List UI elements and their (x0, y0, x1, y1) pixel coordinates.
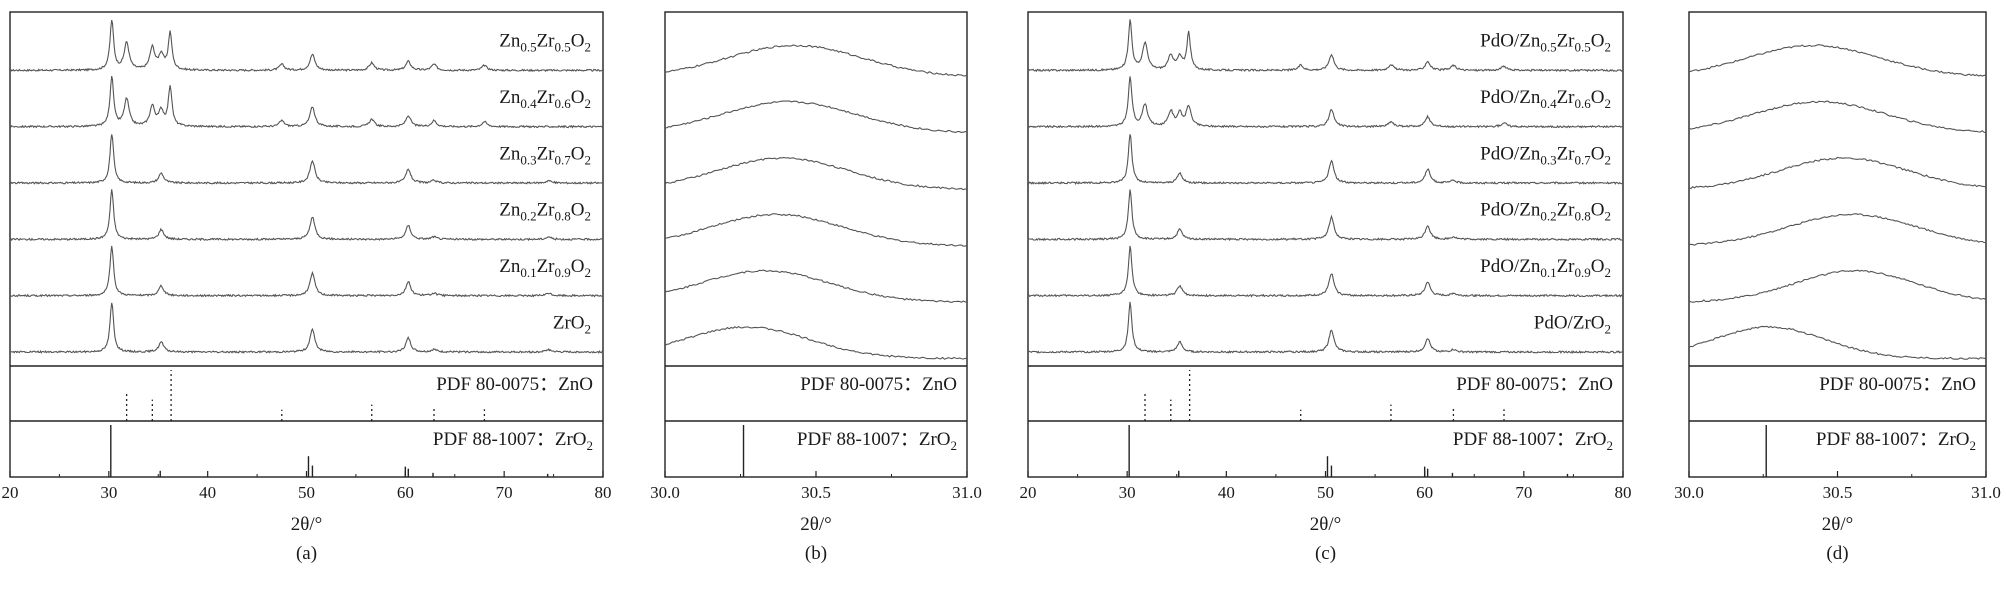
reference-label: PDF 80-0075：ZnO (1819, 374, 1976, 395)
series-label: PdO/Zn0.2Zr0.8O2 (1480, 200, 1611, 224)
plot-frame (9, 11, 604, 478)
x-tick-label: 70 (1515, 483, 1532, 502)
series-label: PdO/Zn0.1Zr0.9O2 (1480, 256, 1611, 280)
series-line (664, 325, 968, 360)
x-tick-label: 50 (298, 483, 315, 502)
x-tick-label: 30 (1119, 483, 1136, 502)
plot-frame (1027, 11, 1624, 478)
series-line (1027, 76, 1624, 129)
reference-label: PDF 80-0075：ZnO (436, 374, 593, 395)
plot-frame (1688, 11, 1987, 478)
series-line (10, 134, 604, 185)
panel-label: (d) (1826, 543, 1848, 564)
panel-label: (b) (805, 543, 827, 564)
series-label: PdO/ZrO2 (1534, 312, 1611, 336)
series-label: PdO/Zn0.4Zr0.6O2 (1480, 87, 1611, 111)
x-tick-label: 60 (397, 483, 414, 502)
series-line (1027, 301, 1624, 354)
series-line (9, 302, 604, 354)
reference-label: PDF 88-1007：ZrO2 (1453, 429, 1613, 453)
x-tick-label: 80 (595, 483, 612, 502)
x-tick-label: 60 (1416, 483, 1433, 502)
x-axis-label: 2θ/° (800, 514, 831, 535)
series-line (9, 19, 604, 73)
chart-panel-2: PDF 80-0075：ZnO PDF 88-1007：ZrO2 30.0 30.5 3… (650, 11, 982, 564)
reference-label: PDF 88-1007：ZrO2 (797, 429, 957, 453)
x-axis-label: 2θ/° (1822, 514, 1853, 535)
x-tick-label: 30.0 (1674, 483, 1704, 502)
series-label: Zn0.1Zr0.9O2 (499, 256, 591, 280)
x-tick-label: 31.0 (1971, 483, 2001, 502)
chart-panel-3: PdO/Zn0.5Zr0.5O2 PdO/Zn0.4Zr0.6O2 PdO/Zn0.… (1020, 11, 1632, 564)
series-label: PdO/Zn0.5Zr0.5O2 (1480, 31, 1611, 55)
x-tick-label: 40 (1218, 483, 1235, 502)
series-line (9, 245, 604, 298)
plot-frame (664, 11, 968, 478)
reference-label: PDF 88-1007：ZrO2 (1816, 429, 1976, 453)
x-tick-label: 70 (496, 483, 513, 502)
series-line (1688, 325, 1987, 360)
series-label: PdO/Zn0.3Zr0.7O2 (1480, 143, 1611, 167)
series-line (1688, 213, 1987, 246)
reference-label: PDF 80-0075：ZnO (1456, 374, 1613, 395)
series-label: Zn0.4Zr0.6O2 (499, 87, 591, 111)
x-tick-label: 30.0 (650, 483, 680, 502)
x-tick-label: 30 (100, 483, 117, 502)
series-line (664, 213, 968, 247)
series-line (665, 100, 968, 133)
x-tick-label: 31.0 (952, 483, 982, 502)
x-tick-label: 40 (199, 483, 216, 502)
x-axis-label: 2θ/° (291, 514, 322, 535)
series-line (1027, 134, 1624, 185)
panel-label: (c) (1315, 543, 1336, 564)
x-tick-label: 50 (1317, 483, 1334, 502)
x-tick-label: 30.5 (1823, 483, 1853, 502)
series-line (664, 156, 968, 191)
series-line (9, 75, 604, 129)
x-tick-label: 20 (2, 483, 19, 502)
reference-label: PDF 88-1007：ZrO2 (433, 429, 593, 453)
x-tick-label: 80 (1615, 483, 1632, 502)
series-line (664, 44, 968, 77)
series-line (1027, 19, 1624, 73)
x-tick-label: 20 (1020, 483, 1037, 502)
series-label: Zn0.2Zr0.8O2 (499, 200, 591, 224)
x-axis-label: 2θ/° (1310, 514, 1341, 535)
chart-panel-4: PDF 80-0075：ZnO PDF 88-1007：ZrO2 30.0 30.5 3… (1674, 11, 2001, 564)
series-line (664, 269, 968, 303)
series-line (1027, 245, 1624, 298)
panel-label: (a) (296, 543, 317, 564)
series-label: ZrO2 (553, 312, 591, 336)
series-line (1688, 269, 1987, 303)
series-line (9, 189, 604, 242)
series-line (1027, 189, 1624, 242)
series-label: Zn0.5Zr0.5O2 (499, 31, 591, 55)
series-label: Zn0.3Zr0.7O2 (499, 143, 591, 167)
series-line (1689, 44, 1987, 77)
series-line (1688, 156, 1987, 190)
x-tick-label: 30.5 (801, 483, 831, 502)
chart-panel-1: Zn0.5Zr0.5O2 Zn0.4Zr0.6O2 Zn0.3Zr0.7O2 Zn0.… (2, 11, 612, 564)
reference-label: PDF 80-0075：ZnO (800, 374, 957, 395)
series-line (1688, 100, 1987, 134)
